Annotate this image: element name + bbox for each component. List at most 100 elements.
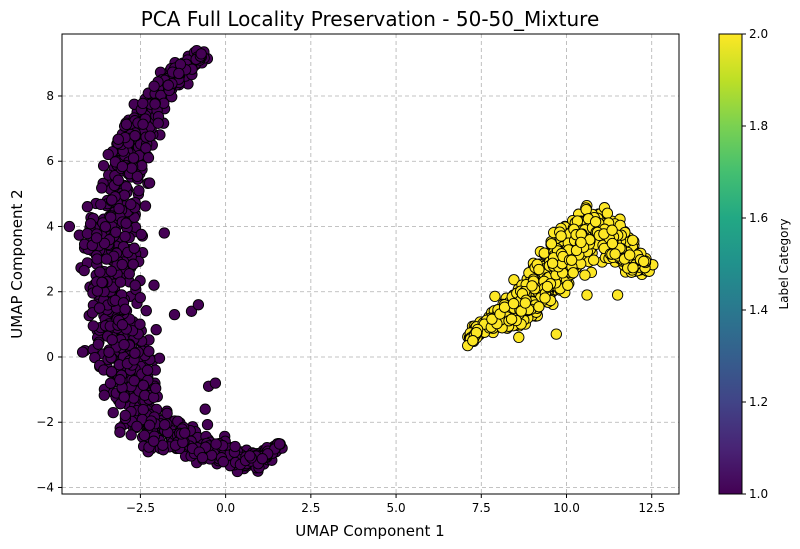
data-point: [114, 276, 127, 288]
colorbar-tick-label: 2.0: [749, 27, 768, 41]
data-point: [143, 419, 156, 431]
data-point: [106, 194, 118, 206]
data-point: [144, 130, 156, 142]
data-point: [579, 269, 591, 281]
data-point: [508, 274, 520, 286]
data-point: [96, 182, 108, 194]
data-point: [589, 216, 602, 228]
data-point: [131, 170, 144, 183]
data-point: [129, 130, 141, 142]
data-point: [148, 435, 160, 447]
series-2: [462, 199, 659, 352]
x-tick-label: 2.5: [301, 501, 320, 515]
data-point: [538, 247, 550, 259]
data-point: [123, 268, 135, 280]
data-point: [131, 420, 143, 433]
x-axis: −2.5 0.0 2.5 5.0 7.5 10.0 12.5: [126, 494, 665, 515]
data-point: [97, 160, 110, 172]
data-point: [581, 289, 593, 301]
data-point: [135, 228, 147, 241]
data-point: [113, 202, 125, 215]
colorbar-ticks: 1.0 1.2 1.4 1.6 1.8 2.0: [742, 27, 768, 501]
data-point: [161, 407, 173, 420]
data-point: [91, 285, 104, 297]
data-point: [110, 226, 122, 238]
data-point: [244, 450, 256, 462]
data-point: [159, 419, 171, 431]
data-point: [140, 142, 152, 154]
data-point: [486, 313, 498, 325]
data-point: [137, 118, 149, 130]
data-point: [273, 438, 286, 450]
data-point: [104, 377, 117, 389]
data-point: [100, 253, 113, 265]
colorbar-gradient: [718, 33, 743, 495]
chart-title: PCA Full Locality Preservation - 50-50_M…: [141, 7, 600, 31]
data-point: [106, 334, 118, 346]
colorbar: 1.0 1.2 1.4 1.6 1.8 2.0 Label Category: [718, 27, 791, 501]
data-point: [99, 221, 112, 233]
data-point: [94, 266, 106, 278]
data-point: [539, 292, 551, 304]
data-point: [116, 319, 129, 331]
y-tick-label: 2: [46, 285, 54, 299]
colorbar-tick-label: 1.2: [749, 395, 768, 409]
x-tick-label: 7.5: [472, 501, 491, 515]
data-point: [526, 280, 538, 292]
data-point: [114, 426, 126, 438]
data-point: [624, 249, 636, 261]
data-point: [588, 254, 600, 266]
series-1: [63, 44, 288, 478]
x-tick-label: 5.0: [387, 501, 406, 515]
data-point: [533, 263, 545, 276]
data-point: [173, 67, 185, 80]
data-point: [507, 297, 520, 310]
data-point: [112, 133, 124, 145]
data-point: [609, 248, 621, 260]
data-point: [84, 218, 97, 230]
data-point: [195, 48, 207, 60]
y-tick-label: 4: [46, 219, 54, 233]
points-layer: [63, 44, 659, 478]
data-point: [96, 276, 108, 289]
y-tick-label: 6: [46, 154, 54, 168]
data-point: [137, 97, 149, 110]
x-tick-label: 10.0: [553, 501, 580, 515]
data-point: [606, 224, 618, 236]
data-point: [148, 279, 160, 291]
data-point: [565, 254, 578, 266]
data-point: [157, 439, 169, 451]
data-point: [201, 418, 214, 431]
data-point: [150, 324, 162, 336]
data-point: [120, 217, 132, 229]
data-point: [153, 352, 166, 364]
data-point: [118, 338, 130, 351]
colorbar-label: Label Category: [777, 218, 791, 309]
data-point: [129, 279, 141, 291]
data-point: [601, 207, 614, 219]
data-point: [126, 162, 138, 174]
data-point: [143, 345, 155, 357]
data-point: [148, 80, 160, 92]
x-tick-label: −2.5: [126, 501, 155, 515]
data-point: [119, 303, 131, 315]
data-point: [76, 346, 89, 358]
data-point: [139, 200, 152, 212]
data-point: [149, 98, 161, 110]
y-axis-title: UMAP Component 2: [8, 189, 26, 338]
data-point: [90, 232, 103, 244]
x-tick-label: 12.5: [638, 501, 665, 515]
data-point: [102, 148, 114, 161]
data-point: [116, 258, 128, 271]
data-point: [140, 305, 152, 317]
data-point: [93, 302, 106, 314]
data-point: [489, 290, 501, 303]
data-point: [133, 184, 145, 197]
data-point: [128, 242, 140, 254]
data-point: [541, 280, 554, 293]
data-point: [546, 257, 559, 269]
data-point: [158, 227, 170, 239]
data-point: [192, 299, 205, 311]
data-point: [199, 403, 211, 415]
